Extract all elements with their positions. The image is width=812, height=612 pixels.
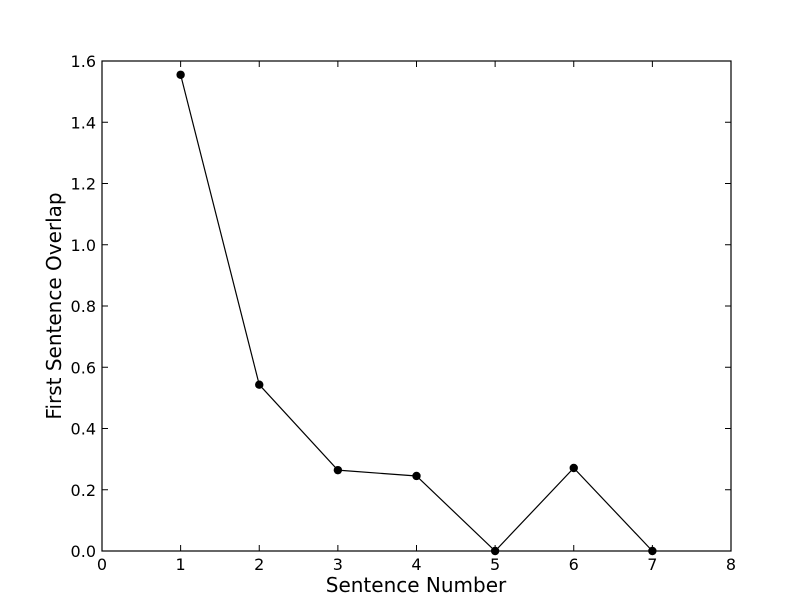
data-point — [333, 465, 343, 475]
y-tick-label: 0.6 — [71, 358, 96, 377]
axis-ticks: 0 1 2 3 4 5 6 7 8 0.0 0.2 0.4 0.6 0.8 1.0 1.2 1.4 1.6 — [71, 52, 737, 574]
y-tick-label: 1.2 — [71, 175, 96, 194]
x-tick-label: 0 — [97, 555, 107, 574]
x-tick-label: 3 — [333, 555, 343, 574]
data-point — [569, 463, 578, 473]
x-tick-label: 1 — [176, 555, 186, 574]
x-tick-label: 5 — [490, 555, 500, 574]
y-tick-label: 0.2 — [71, 481, 96, 500]
data-point — [176, 70, 185, 79]
y-tick-label: 0.4 — [71, 420, 96, 439]
x-axis-label: Sentence Number — [326, 573, 507, 597]
y-axis-label: First Sentence Overlap — [42, 192, 66, 419]
y-tick-label: 1.0 — [71, 236, 96, 255]
x-tick-label: 4 — [411, 555, 421, 574]
x-tick-label: 6 — [569, 555, 579, 574]
y-tick-label: 1.6 — [71, 52, 96, 71]
x-tick-label: 2 — [254, 555, 264, 574]
data-point — [255, 380, 264, 389]
x-tick-label: 7 — [647, 555, 657, 574]
data-point — [412, 471, 421, 481]
y-tick-label: 0.8 — [71, 297, 96, 316]
y-tick-label: 1.4 — [71, 113, 96, 132]
x-tick-label: 8 — [726, 555, 736, 574]
y-tick-label: 0.0 — [71, 542, 96, 561]
